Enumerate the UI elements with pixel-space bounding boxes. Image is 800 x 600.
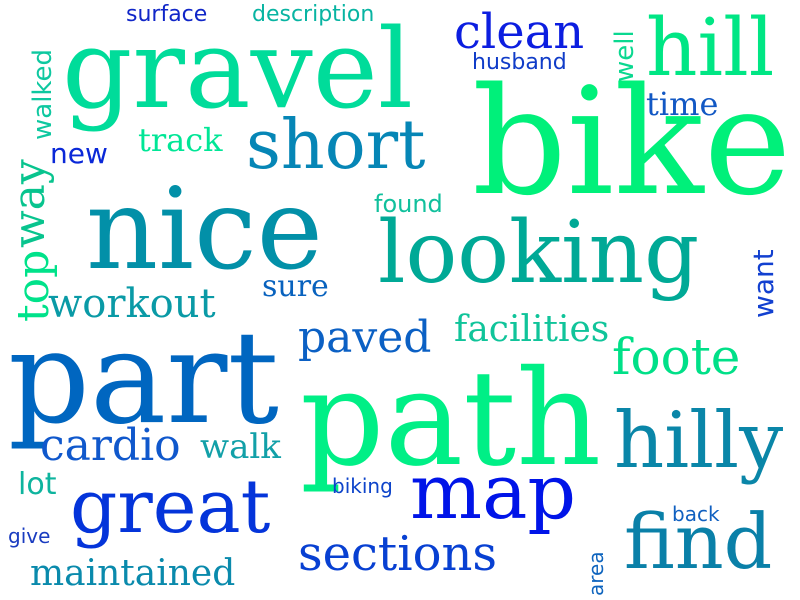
word-way: way: [4, 159, 55, 248]
word-paved: paved: [298, 312, 432, 363]
word-facilities: facilities: [454, 309, 610, 350]
word-found: found: [374, 190, 443, 218]
word-lot: lot: [18, 467, 57, 502]
word-surface: surface: [126, 2, 208, 27]
word-walk: walk: [200, 427, 281, 467]
word-well: well: [610, 30, 640, 82]
word-nice: nice: [86, 165, 323, 295]
word-track: track: [138, 121, 223, 159]
word-biking: biking: [332, 474, 393, 498]
word-top: top: [8, 249, 59, 322]
word-map: map: [410, 447, 577, 536]
word-maintained: maintained: [30, 553, 236, 594]
word-workout: workout: [48, 281, 216, 327]
word-back: back: [672, 502, 720, 526]
word-path: path: [300, 342, 602, 496]
word-clean: clean: [454, 4, 585, 60]
word-description: description: [252, 2, 375, 27]
word-cardio: cardio: [40, 420, 181, 471]
word-sections: sections: [298, 526, 498, 582]
word-find: find: [624, 497, 773, 586]
word-looking: looking: [378, 203, 700, 303]
word-husband: husband: [472, 50, 567, 75]
word-new: new: [50, 137, 108, 170]
word-time: time: [646, 85, 719, 123]
word-want: want: [747, 249, 780, 318]
word-bike: bike: [472, 56, 792, 228]
word-foote: foote: [612, 328, 741, 386]
word-gravel: gravel: [62, 5, 414, 133]
word-walked: walked: [28, 48, 58, 140]
word-hilly: hilly: [614, 396, 784, 486]
word-hill: hill: [646, 1, 775, 94]
word-short: short: [246, 106, 426, 185]
word-area: area: [584, 551, 608, 596]
word-give: give: [8, 524, 51, 548]
word-great: great: [70, 464, 271, 550]
word-sure: sure: [262, 269, 329, 304]
word-part: part: [8, 304, 279, 453]
